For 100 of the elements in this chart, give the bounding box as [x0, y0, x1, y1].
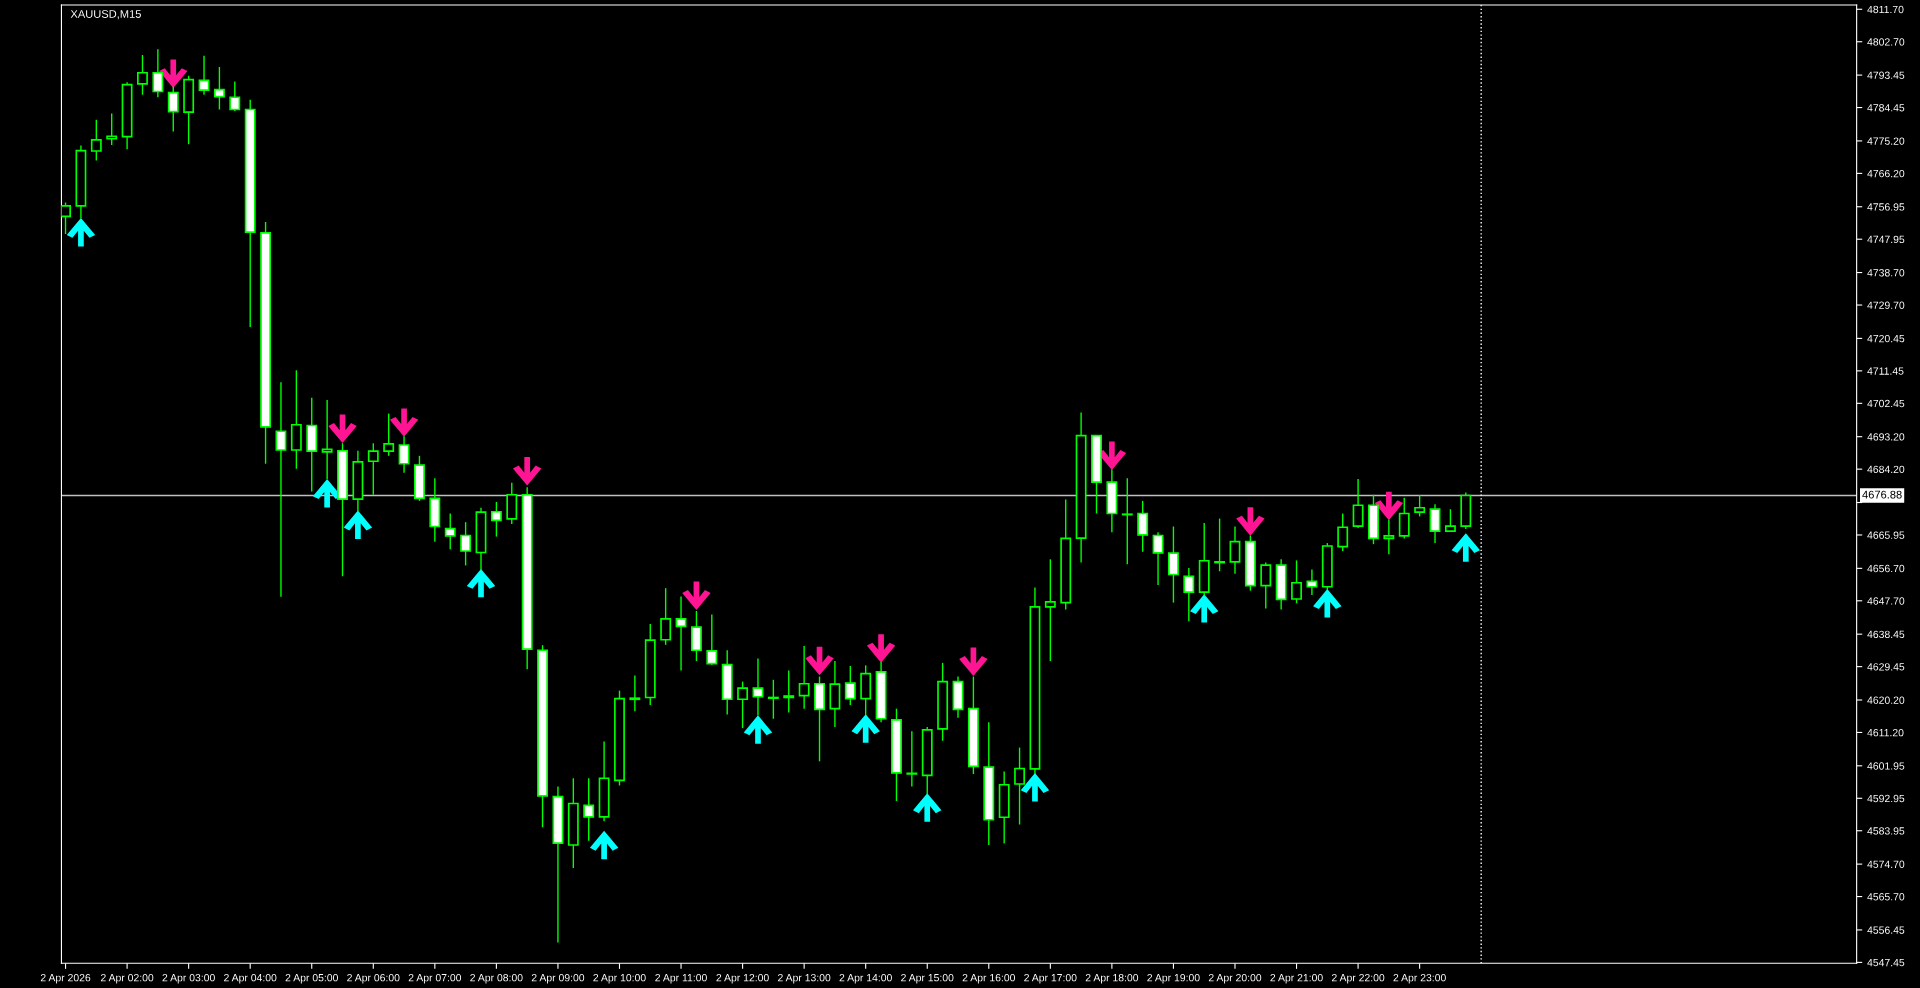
candlestick: [1352, 478, 1364, 529]
point: [1374, 491, 1404, 521]
candlestick: [1167, 525, 1179, 604]
x-tick-label: 2 Apr 06:00: [347, 973, 400, 984]
candlestick: [1137, 500, 1149, 553]
x-tick-label: 2 Apr 2026: [40, 973, 91, 984]
candlestick: [1183, 567, 1195, 623]
point: [1236, 507, 1265, 536]
candlestick: [1398, 496, 1410, 540]
y-tick-label: 4702.45: [1867, 399, 1905, 408]
candlestick: [1260, 561, 1272, 610]
y-tick-label: 4784.45: [1867, 104, 1905, 112]
x-tick-label: 2 Apr 22:00: [1331, 973, 1385, 984]
x-tick-label: 2 Apr 21:00: [1270, 973, 1323, 984]
y-tick-label: 4583.95: [1867, 827, 1905, 835]
x-tick-label: 2 Apr 08:00: [470, 973, 523, 984]
point: [1313, 589, 1342, 618]
candlestick: [490, 501, 502, 538]
candlestick: [1291, 559, 1302, 605]
candlestick: [90, 118, 102, 162]
point: [159, 59, 188, 89]
candlestick: [660, 587, 672, 646]
point: [959, 647, 988, 676]
y-tick-label: 4802.70: [1867, 38, 1905, 46]
y-tick-label: 4665.95: [1867, 531, 1905, 539]
x-tick-label: 2 Apr 16:00: [962, 973, 1016, 984]
candlestick: [321, 399, 333, 480]
candlestick: [798, 645, 810, 710]
candlestick: [1306, 568, 1318, 596]
y-tick-label: 4647.70: [1867, 597, 1905, 605]
candlestick: [106, 112, 118, 146]
x-tick-label: 2 Apr 20:00: [1208, 973, 1262, 984]
x-tick-label: 2 Apr 15:00: [901, 973, 954, 984]
candlestick: [1121, 477, 1133, 566]
candlestick: [629, 674, 641, 712]
y-tick-label: 4547.45: [1867, 959, 1905, 967]
y-tick-label: 4756.95: [1867, 203, 1905, 211]
y-tick-label: 4574.70: [1867, 860, 1905, 868]
candlestick: [1014, 746, 1026, 826]
candlestick: [1383, 518, 1395, 555]
y-tick-label: 4656.70: [1867, 564, 1905, 573]
y-tick-label: 4775.20: [1867, 137, 1905, 145]
point: [866, 634, 896, 663]
x-tick-label: 2 Apr 11:00: [655, 973, 707, 984]
y-tick-label: 4565.70: [1867, 893, 1905, 901]
y-tick-label: 4793.45: [1867, 71, 1905, 79]
candlestick: [398, 435, 410, 474]
chart-title: XAUUSD,M15: [70, 10, 141, 20]
y-tick-label: 4556.45: [1867, 926, 1905, 934]
y-tick-label: 4738.70: [1867, 269, 1905, 277]
candlestick: [752, 657, 764, 717]
point: [1189, 594, 1219, 623]
x-tick-label: 2 Apr 10:00: [593, 973, 646, 984]
point: [589, 830, 619, 860]
y-tick-label: 4592.95: [1867, 794, 1905, 803]
candlestick: [367, 442, 379, 496]
y-tick-label: 4811.70: [1867, 5, 1904, 14]
x-tick-label: 2 Apr 14:00: [839, 973, 892, 984]
y-tick-label: 4620.20: [1867, 696, 1905, 704]
candlestick: [167, 85, 179, 133]
x-tick-label: 2 Apr 23:00: [1393, 973, 1446, 984]
candlestick: [137, 54, 148, 96]
y-tick-label: 4629.45: [1867, 663, 1905, 671]
x-tick-label: 2 Apr 04:00: [224, 973, 277, 984]
point: [512, 457, 542, 486]
candlestick: [213, 66, 225, 111]
x-tick-label: 2 Apr 02:00: [100, 973, 154, 984]
y-tick-label: 4747.95: [1867, 235, 1905, 244]
candlestick: [1229, 525, 1241, 575]
point: [466, 568, 496, 598]
candlestick: [444, 512, 456, 550]
candlestick: [1044, 558, 1056, 662]
point: [343, 510, 373, 539]
candlestick: [690, 610, 702, 662]
y-tick-label: 4711.45: [1867, 367, 1904, 375]
point: [913, 793, 942, 822]
x-tick-label: 2 Apr 13:00: [778, 973, 831, 984]
candlestick: [906, 730, 918, 788]
y-tick-label: 4729.70: [1867, 301, 1905, 309]
candlestick: [844, 665, 856, 706]
candlestick: [1152, 531, 1164, 586]
point: [682, 581, 711, 610]
point: [851, 714, 880, 743]
point: [66, 217, 96, 247]
y-tick-label: 4693.20: [1867, 433, 1905, 441]
candlestick: [1337, 512, 1349, 552]
point: [805, 646, 834, 676]
candlestick: [383, 412, 395, 457]
point: [328, 414, 357, 443]
candlestick: [737, 680, 749, 729]
point: [1020, 773, 1050, 802]
x-tick-label: 2 Apr 03:00: [162, 973, 215, 984]
x-tick-label: 2 Apr 05:00: [285, 973, 338, 984]
x-tick-label: 2 Apr 19:00: [1147, 973, 1200, 984]
candlestick: [1214, 517, 1226, 572]
point: [389, 408, 419, 437]
candlestick: [229, 80, 241, 112]
y-tick-label: 4601.95: [1867, 762, 1905, 770]
y-tick-label: 4611.20: [1867, 728, 1904, 737]
candlestick: [767, 679, 779, 720]
